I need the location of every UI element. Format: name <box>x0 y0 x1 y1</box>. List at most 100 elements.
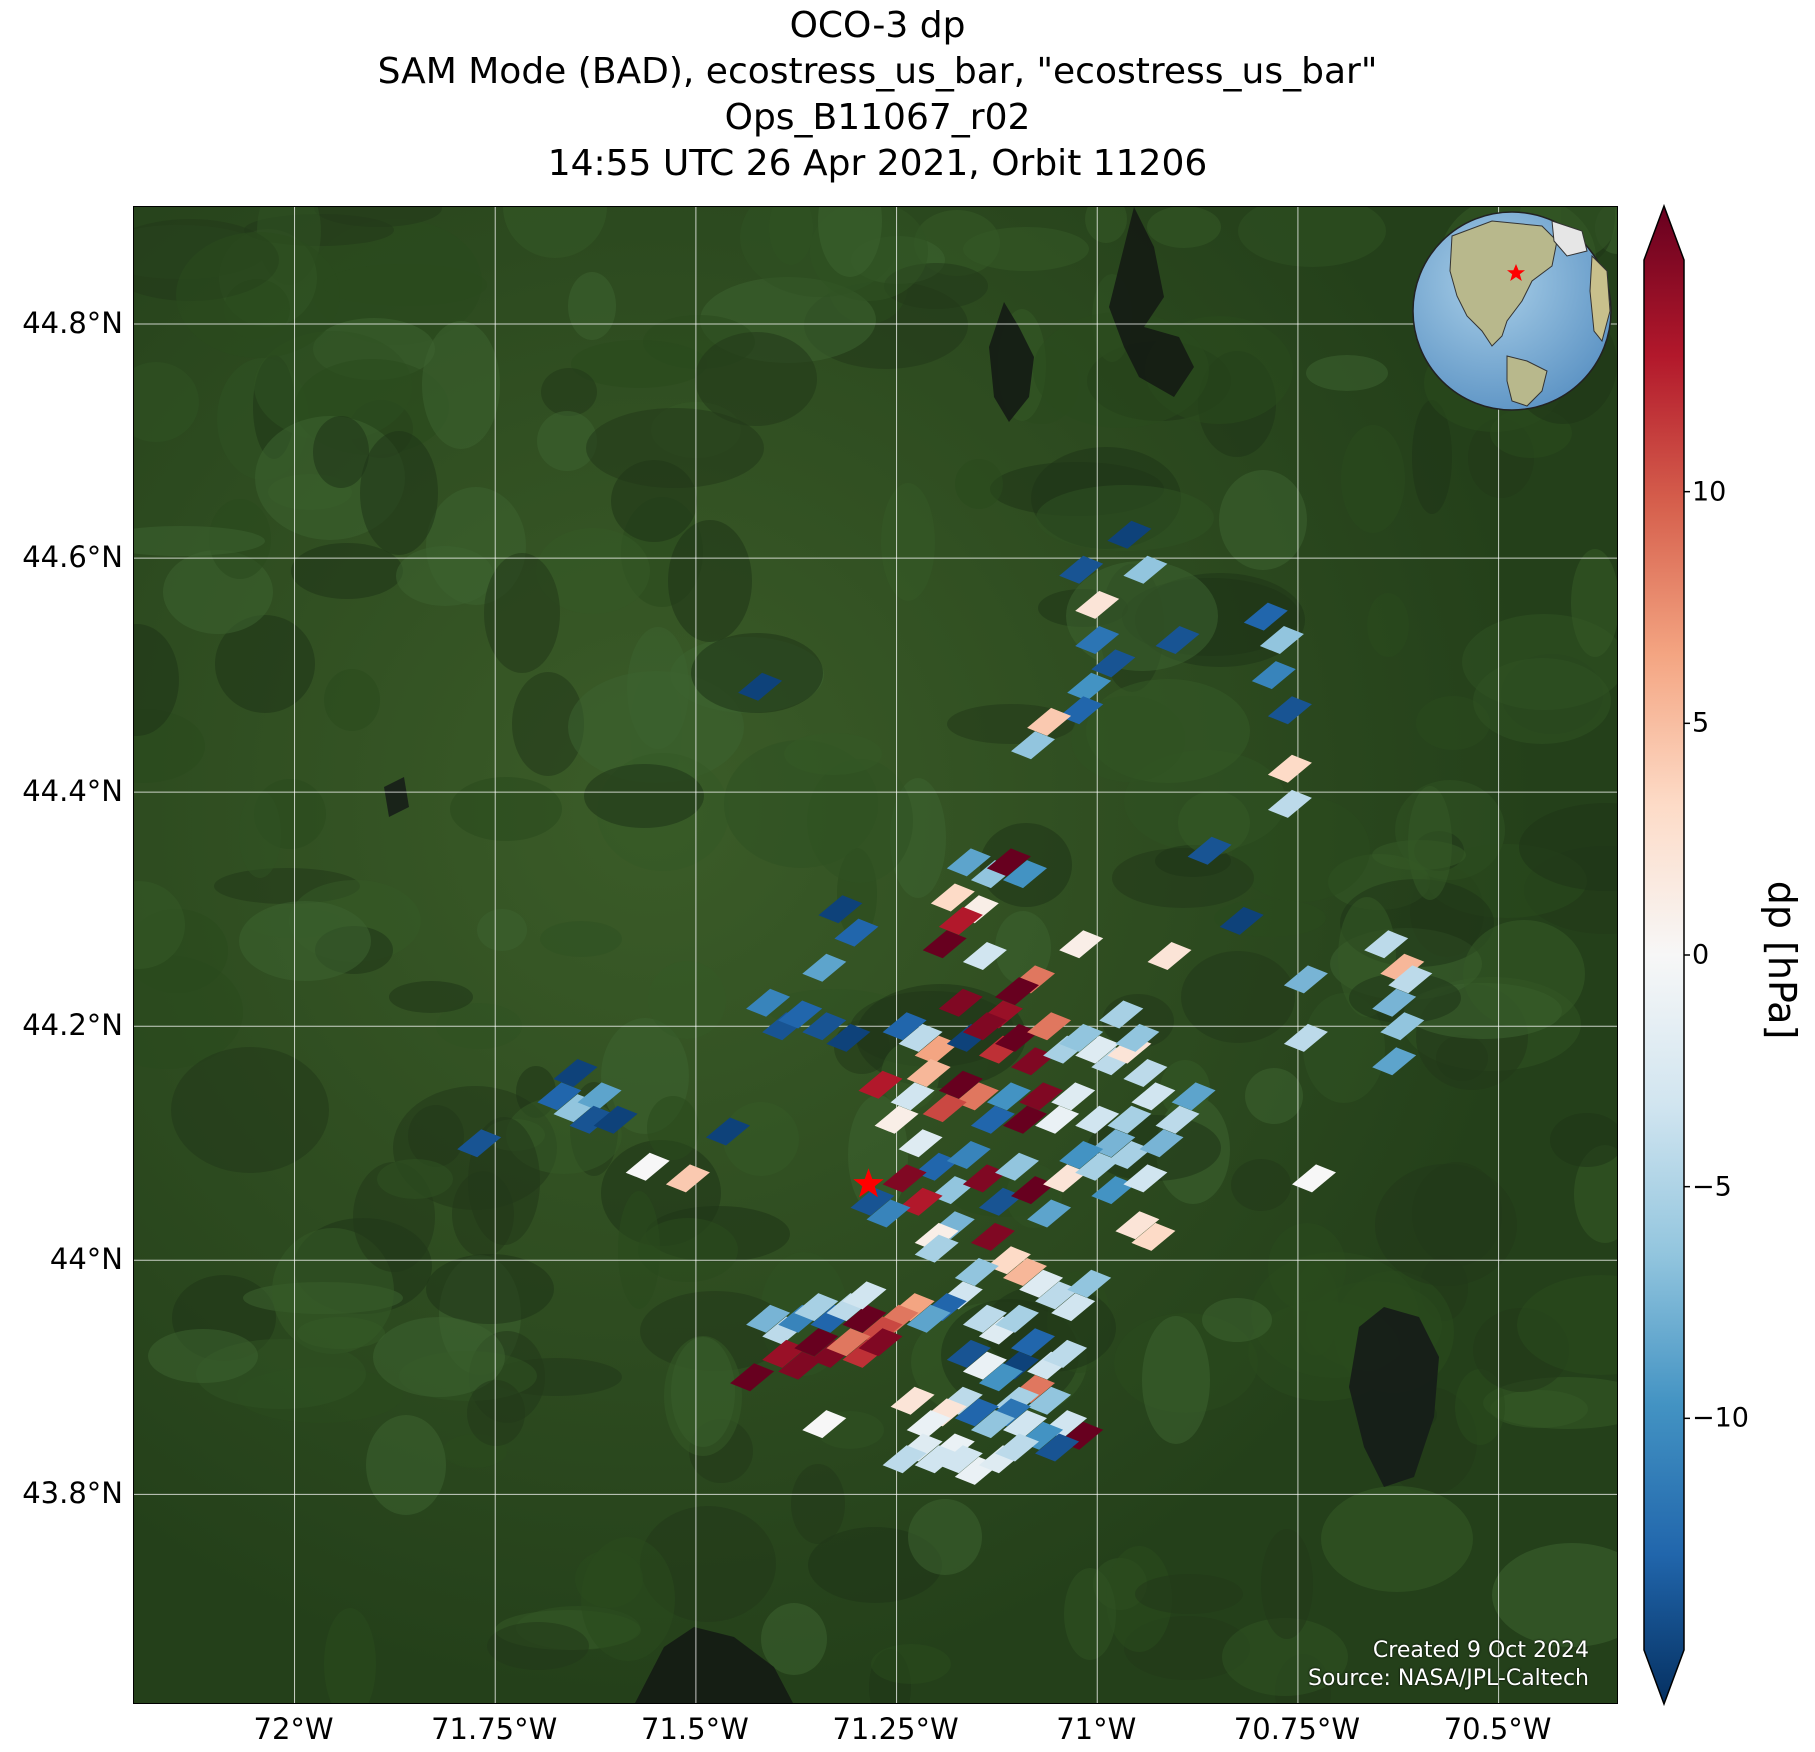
dp-sounding <box>1115 1023 1160 1052</box>
terrain-patch <box>647 1096 699 1160</box>
dp-sounding <box>995 1152 1039 1181</box>
dp-sounding <box>906 1304 951 1333</box>
x-tick-label: 72°W <box>253 1712 334 1746</box>
dp-sounding <box>778 1351 823 1380</box>
dp-sounding <box>553 1059 598 1087</box>
dp-sounding <box>1027 1386 1072 1415</box>
terrain-patch <box>360 431 438 555</box>
dp-sounding <box>898 1129 943 1158</box>
terrain-patch <box>571 340 707 388</box>
dp-sounding <box>914 1035 959 1064</box>
terrain-patch <box>426 1254 554 1324</box>
dp-sounding <box>1067 1269 1112 1298</box>
dp-sounding <box>1043 1339 1088 1368</box>
terrain-patch <box>134 526 265 556</box>
dp-sounding <box>1091 1129 1136 1158</box>
terrain-patch <box>134 624 179 736</box>
dp-sounding <box>1075 626 1120 654</box>
dp-sounding <box>922 1094 967 1123</box>
dp-sounding <box>1003 860 1047 889</box>
dp-sounding <box>914 1152 959 1181</box>
terrain-patch <box>540 921 622 957</box>
globe-europe-africa <box>1589 254 1611 343</box>
terrain-patch <box>1261 1529 1313 1639</box>
credit-created: Created 9 Oct 2024 <box>1372 1638 1589 1663</box>
dp-sounding <box>834 918 879 947</box>
dp-sounding <box>978 1363 1023 1392</box>
dp-sounding <box>569 1105 614 1134</box>
terrain-patch <box>723 1102 799 1176</box>
terrain-patch <box>134 881 185 969</box>
dp-sounding <box>874 1105 919 1134</box>
inset-globe <box>1412 211 1612 411</box>
dp-sounding <box>1027 1199 1072 1228</box>
dp-sounding <box>946 848 991 877</box>
dp-sounding <box>954 1398 999 1427</box>
terrain-patch <box>691 633 823 713</box>
dp-sounding <box>890 1082 935 1111</box>
dp-sounding <box>746 988 791 1017</box>
x-tick-label: 71°W <box>1056 1712 1137 1746</box>
dp-sounding <box>1123 1059 1168 1087</box>
terrain-patch <box>373 1317 505 1397</box>
terrain-patch <box>881 483 935 601</box>
terrain-patch <box>450 777 562 841</box>
terrain-patch <box>818 207 882 277</box>
terrain-patch <box>784 733 882 775</box>
dp-sounding <box>986 848 1031 877</box>
dp-sounding <box>762 1339 807 1368</box>
terrain-patch <box>664 1336 742 1456</box>
colorbar-tick-label: −10 <box>1692 1402 1749 1434</box>
dp-sounding <box>1139 1129 1184 1158</box>
dp-sounding <box>914 1445 959 1474</box>
dp-sounding <box>778 1000 823 1029</box>
terrain-patch <box>1372 840 1466 870</box>
dp-sounding <box>1075 1105 1120 1134</box>
dp-sounding <box>738 672 783 701</box>
globe-greenland <box>1551 220 1588 257</box>
terrain-patch <box>761 1603 827 1675</box>
lake-winnipesaukee <box>635 1627 793 1703</box>
dp-sounding <box>954 1082 999 1111</box>
dp-sounding <box>1155 626 1200 654</box>
dp-sounding <box>1283 1023 1328 1052</box>
dp-sounding <box>1075 590 1120 619</box>
dp-sounding <box>906 1059 951 1087</box>
colorbar-ticks <box>1684 490 1690 1420</box>
dp-sounding <box>1011 1328 1055 1357</box>
dp-sounding <box>1059 555 1104 584</box>
terrain-patch <box>366 1415 446 1515</box>
dp-sounding <box>986 1082 1031 1111</box>
credit-source: Source: NASA/JPL-Caltech <box>1307 1666 1589 1691</box>
terrain-patch <box>1492 1543 1617 1647</box>
dp-sounding <box>1380 953 1425 982</box>
terrain-patch <box>1574 1145 1617 1243</box>
dp-sounding <box>1259 626 1304 654</box>
terrain-patch <box>586 408 764 488</box>
dp-sounding <box>1155 1105 1200 1134</box>
x-tick-label: 71.25°W <box>832 1712 959 1746</box>
dp-sounding <box>818 895 863 924</box>
dp-sounding <box>1187 836 1232 865</box>
terrain-patch <box>239 901 371 981</box>
terrain-patch <box>1219 470 1307 570</box>
terrain-patch <box>377 1159 453 1199</box>
terrain-patch <box>484 553 560 673</box>
terrain-patch <box>668 520 752 642</box>
terrain-patch <box>908 1499 982 1575</box>
dp-sounding <box>1003 1105 1047 1134</box>
dp-sounding <box>802 1410 847 1439</box>
dp-sounding <box>1147 942 1192 970</box>
terrain-patch <box>1455 1369 1505 1445</box>
dp-sounding <box>1107 1105 1152 1134</box>
dp-sounding <box>1267 696 1312 725</box>
dp-sounding <box>1283 965 1328 994</box>
dp-sounding <box>625 1152 670 1181</box>
dp-soundings <box>457 520 1433 1485</box>
terrain-patch <box>1071 696 1185 782</box>
dp-sounding <box>866 1199 911 1228</box>
globe-north-america <box>1449 220 1558 347</box>
map-panel: Created 9 Oct 2024 Source: NASA/JPL-Calt… <box>133 206 1618 1704</box>
dp-sounding <box>457 1129 502 1158</box>
terrain-patch <box>1135 1574 1243 1614</box>
